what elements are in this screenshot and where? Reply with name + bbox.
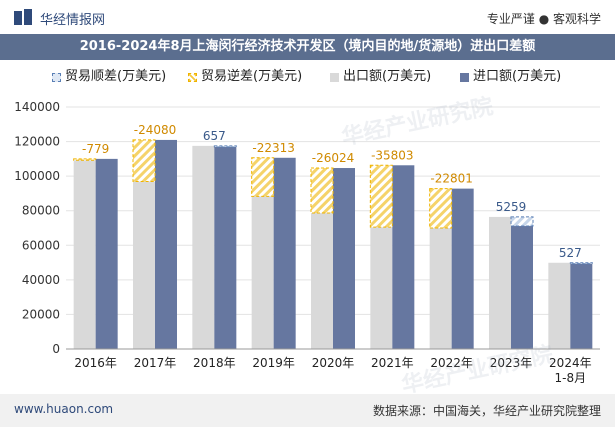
deficit-segment: [429, 188, 453, 229]
import-bar: [570, 263, 593, 349]
bullet-icon: ●: [538, 12, 553, 26]
balance-label: -24080: [134, 123, 177, 137]
x-tick-label: 2023年: [490, 356, 533, 370]
deficit-segment: [73, 158, 97, 161]
export-bar: [73, 160, 96, 349]
legend: 贸易顺差(万美元) 贸易逆差(万美元) 出口额(万美元) 进口额(万美元): [0, 66, 615, 88]
export-bar: [429, 228, 452, 349]
axes-layer: 0 20000 40000 60000 80000 100000 120000 140000 2…: [14, 100, 600, 385]
import-bar: [333, 168, 355, 349]
legend-swatch-import: [460, 73, 469, 82]
deficit-segment: [369, 164, 393, 228]
y-tick-label: 100000: [14, 169, 60, 183]
x-tick-label: 2021年: [371, 356, 414, 370]
deficit-segment: [132, 139, 156, 183]
bars-layer: [73, 139, 593, 349]
footer-source: 数据来源：中国海关，华经产业研究院整理: [372, 404, 601, 418]
import-bar: [511, 226, 533, 349]
import-bar: [95, 158, 118, 349]
import-bar: [273, 157, 296, 349]
x-tick-label: 2019年: [252, 356, 295, 370]
legend-label-deficit: 贸易逆差(万美元): [201, 69, 303, 84]
export-bar: [133, 181, 155, 349]
export-bar: [192, 145, 215, 349]
y-tick-label: 60000: [22, 238, 60, 252]
legend-swatch-surplus: [52, 73, 61, 82]
import-bar: [392, 165, 415, 349]
x-tick-label: 2024年: [549, 356, 592, 370]
surplus-segment: [510, 216, 534, 227]
export-bar: [251, 196, 274, 349]
y-tick-label: 20000: [22, 307, 60, 321]
top-bar: 华经情报网 专业严谨 ● 客观科学: [0, 0, 615, 34]
balance-label: -35803: [371, 148, 414, 162]
header-tags: 专业严谨 ● 客观科学: [487, 10, 601, 27]
tag-professional: 专业严谨: [486, 12, 535, 26]
x-tick-label: 2020年: [312, 356, 355, 370]
footer-site: www.huaon.com: [14, 402, 114, 416]
balance-label: -22313: [252, 141, 295, 155]
deficit-segment: [251, 157, 275, 197]
x-tick-label: 2022年: [430, 356, 473, 370]
x-tick-label: 2017年: [134, 356, 177, 370]
brand-name: 华经情报网: [40, 13, 106, 28]
balance-label: -26024: [312, 151, 355, 165]
tag-objective: 客观科学: [552, 12, 601, 26]
export-bar: [370, 227, 393, 349]
y-tick-label: 80000: [22, 204, 60, 218]
import-bar: [155, 139, 177, 349]
import-bar: [451, 188, 474, 349]
deficit-segment: [310, 167, 334, 214]
legend-label-export: 出口额(万美元): [343, 69, 432, 84]
y-tick-label: 0: [52, 342, 60, 356]
y-tick-label: 140000: [14, 100, 60, 114]
logo-icon: [14, 9, 32, 25]
surplus-segment: [213, 145, 237, 148]
legend-swatch-deficit: [188, 73, 197, 82]
balance-label: 657: [203, 129, 226, 143]
surplus-segment: [569, 262, 593, 265]
balance-label: -22801: [430, 172, 473, 186]
y-tick-label: 40000: [22, 273, 60, 287]
legend-swatch-export: [330, 73, 339, 82]
export-bar: [489, 216, 511, 349]
x-tick-label: 1-8月: [555, 371, 587, 385]
y-tick-label: 120000: [14, 135, 60, 149]
labels-layer: -779 -24080 657 -22313 -26024 -35803 -22801 525…: [82, 123, 582, 260]
balance-label: 5259: [496, 200, 527, 214]
balance-label: 527: [559, 246, 582, 260]
export-bar: [311, 213, 333, 349]
footer: www.huaon.com 数据来源：中国海关，华经产业研究院整理: [0, 394, 615, 427]
balance-label: -779: [82, 142, 109, 156]
chart-canvas: -779 -24080 657 -22313 -26024 -35803 -22801 525…: [14, 100, 600, 385]
export-bar: [548, 262, 571, 349]
x-tick-label: 2018年: [193, 356, 236, 370]
chart-title: 2016-2024年8月上海闵行经济技术开发区（境内目的地/货源地）进出口差额: [0, 34, 615, 60]
legend-label-import: 进口额(万美元): [473, 69, 562, 84]
x-tick-label: 2016年: [74, 356, 117, 370]
import-bar: [214, 147, 237, 349]
legend-label-surplus: 贸易顺差(万美元): [65, 69, 167, 84]
